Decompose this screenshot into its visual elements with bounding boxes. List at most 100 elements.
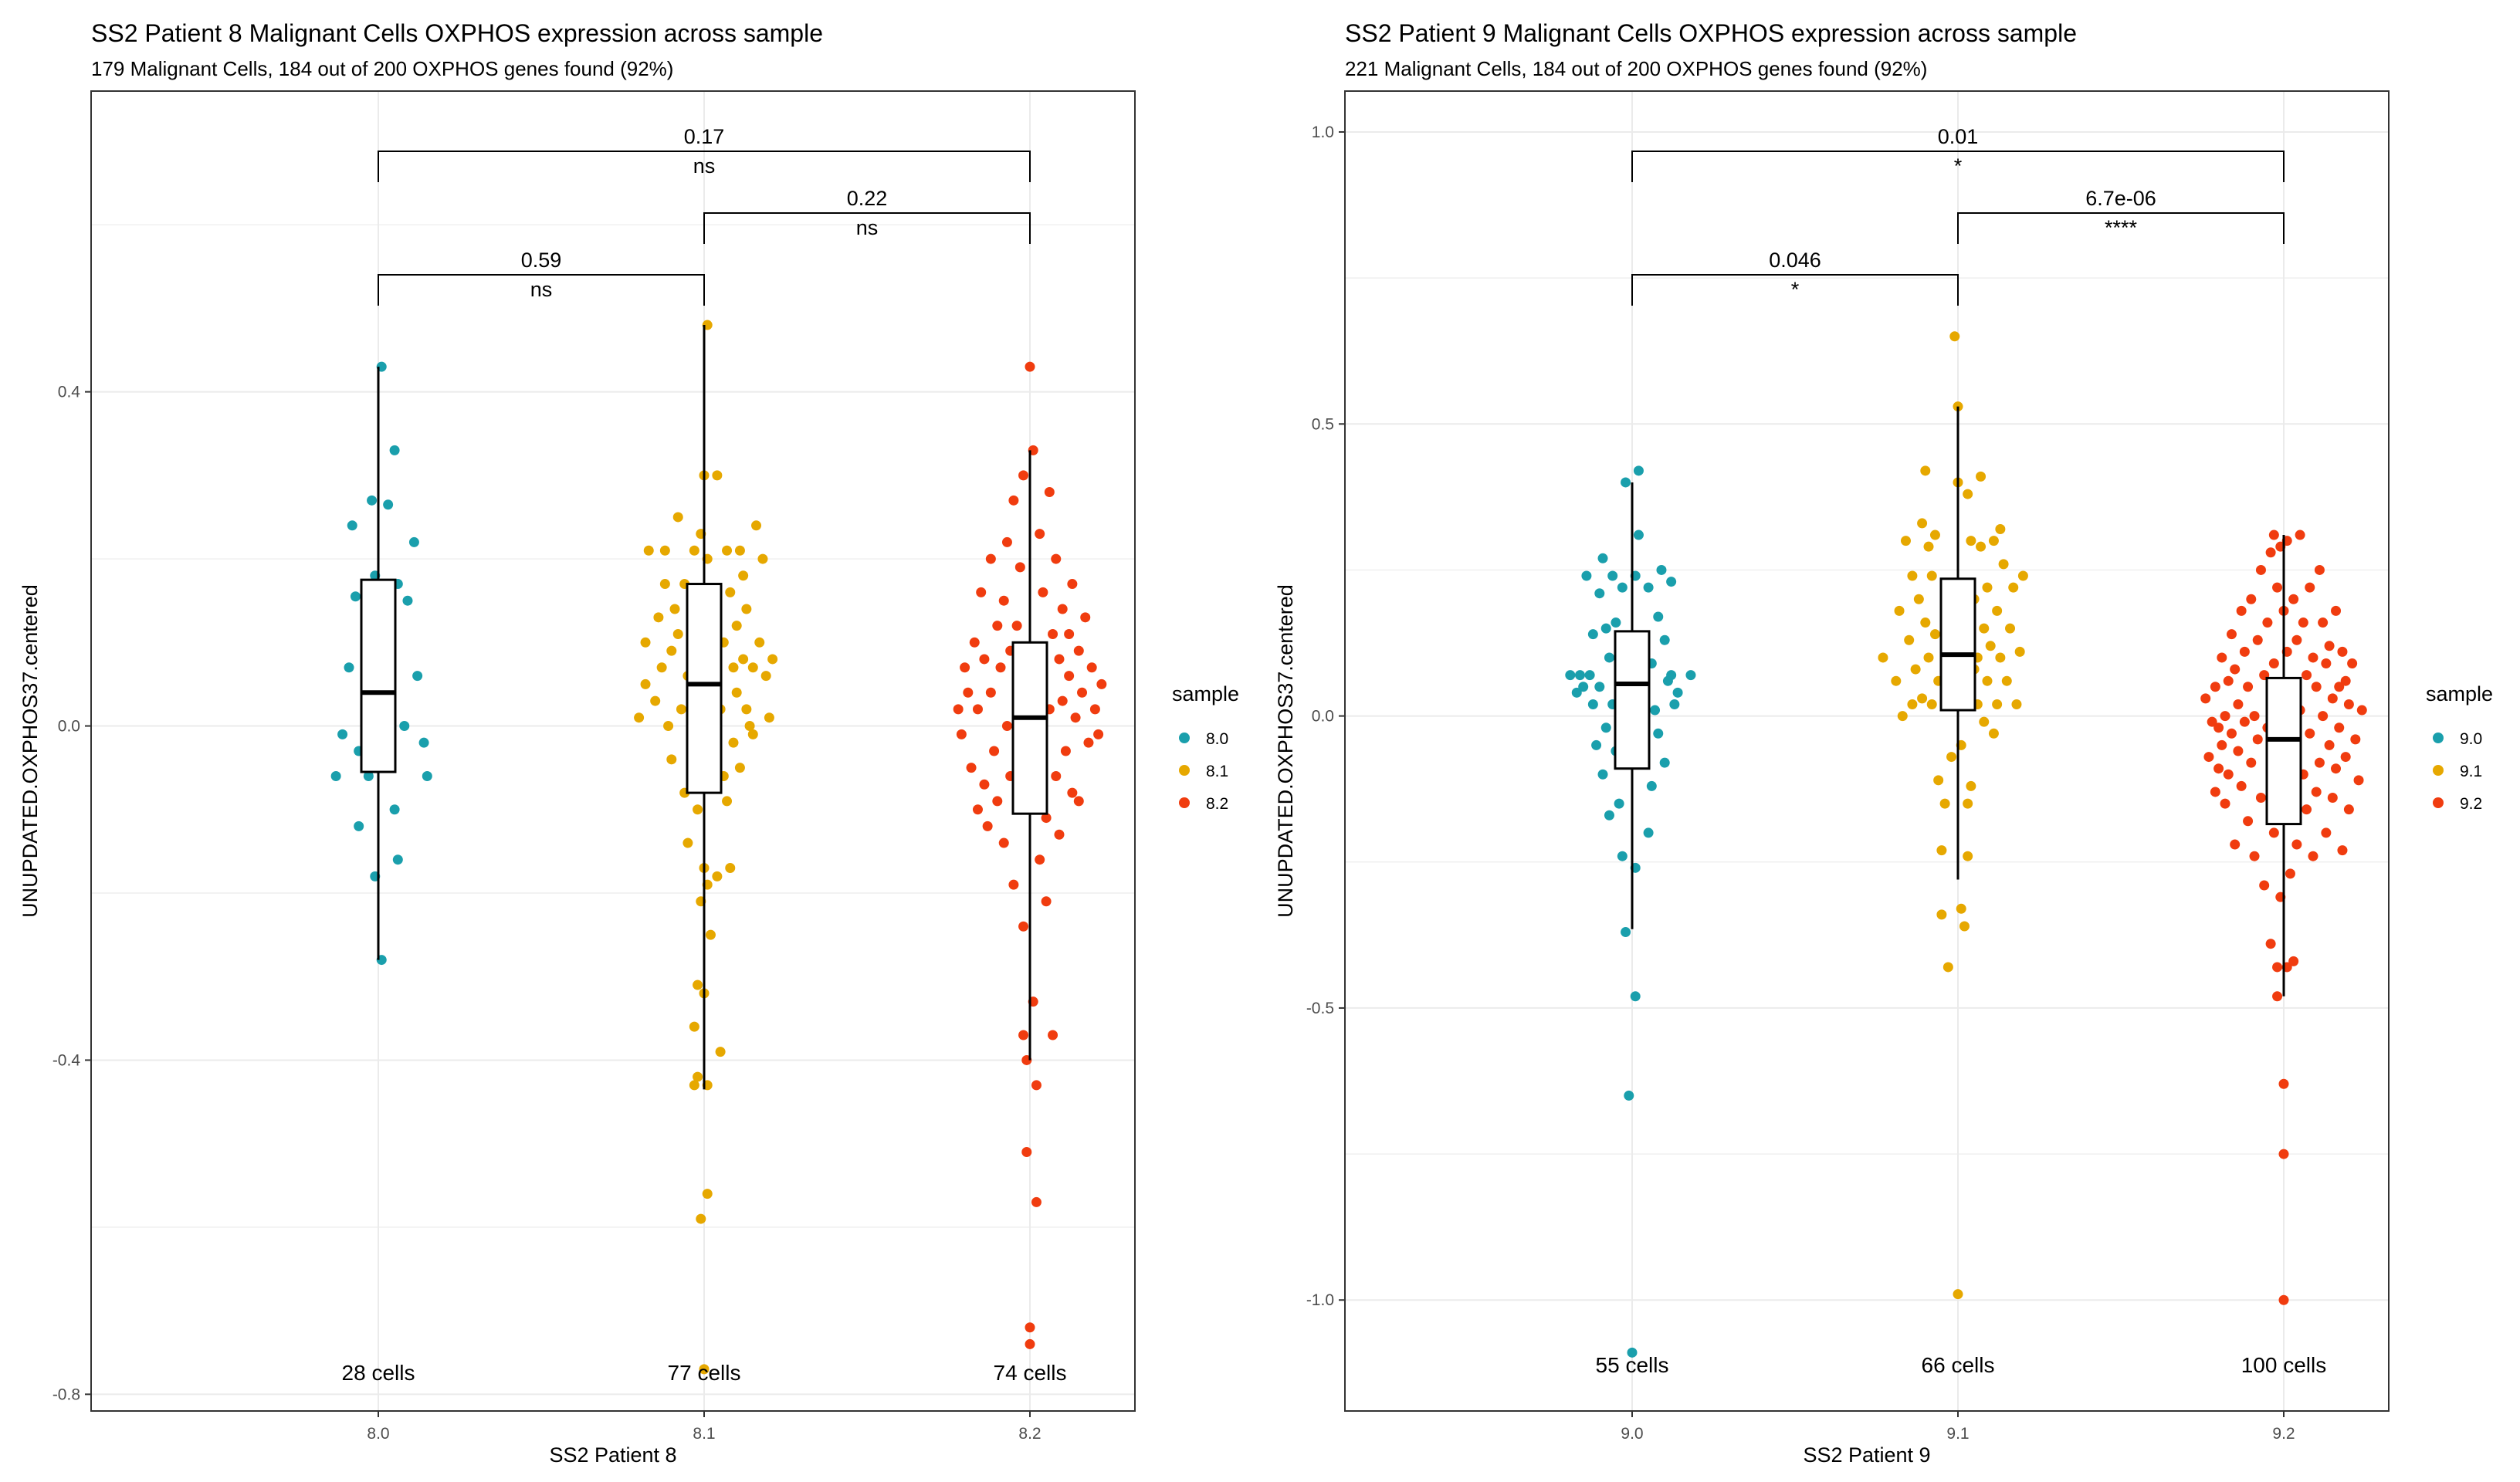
data-point-8.1 xyxy=(643,545,654,556)
data-point-9.0 xyxy=(1685,670,1696,681)
data-point-9.2 xyxy=(2343,699,2354,709)
data-point-8.2 xyxy=(966,763,977,773)
data-point-9.1 xyxy=(1982,582,1993,593)
data-point-8.1 xyxy=(689,1021,699,1032)
data-point-9.1 xyxy=(1917,518,1928,529)
data-point-8.1 xyxy=(738,654,749,665)
data-point-8.2 xyxy=(953,704,964,715)
data-point-9.1 xyxy=(1929,629,1940,640)
data-point-9.1 xyxy=(1979,623,1990,634)
data-point-8.1 xyxy=(689,1080,699,1091)
data-point-8.1 xyxy=(672,512,683,523)
data-point-8.1 xyxy=(767,654,778,665)
chart-title: SS2 Patient 9 Malignant Cells OXPHOS exp… xyxy=(1345,19,2077,47)
data-point-9.0 xyxy=(1604,810,1614,821)
data-point-8.1 xyxy=(754,637,765,648)
data-point-9.0 xyxy=(1666,577,1677,587)
data-point-9.1 xyxy=(1942,962,1953,973)
data-point-9.0 xyxy=(1578,682,1589,692)
data-point-9.0 xyxy=(1587,629,1598,640)
y-tick-label: 0.5 xyxy=(1312,415,1334,433)
data-point-9.2 xyxy=(2200,693,2211,704)
legend-key-9.2 xyxy=(2433,797,2444,808)
data-point-9.1 xyxy=(1907,570,1918,581)
data-point-9.0 xyxy=(1633,530,1644,540)
data-point-9.2 xyxy=(2236,780,2247,791)
data-point-9.1 xyxy=(1995,652,2006,663)
data-point-8.0 xyxy=(399,721,410,732)
legend-entry-label: 8.2 xyxy=(1206,795,1228,813)
data-point-8.1 xyxy=(725,863,736,874)
data-point-9.2 xyxy=(2350,734,2361,745)
data-point-8.2 xyxy=(1057,604,1068,614)
data-point-9.0 xyxy=(1597,769,1608,780)
data-point-8.2 xyxy=(1001,721,1012,732)
data-point-9.2 xyxy=(2223,769,2234,780)
data-point-9.0 xyxy=(1656,564,1667,575)
p-value-label: 0.01 xyxy=(1938,125,1979,148)
data-point-9.2 xyxy=(2347,658,2358,669)
data-point-9.0 xyxy=(1607,570,1618,581)
data-point-9.0 xyxy=(1643,582,1654,593)
data-point-8.0 xyxy=(347,520,357,531)
data-point-9.1 xyxy=(1976,471,1987,482)
data-point-9.1 xyxy=(1936,909,1947,920)
data-point-8.2 xyxy=(969,637,980,648)
data-point-9.2 xyxy=(2308,851,2318,861)
legend-title: sample xyxy=(2426,682,2493,705)
data-point-9.2 xyxy=(2213,763,2224,774)
data-point-9.2 xyxy=(2302,670,2312,681)
data-point-8.1 xyxy=(747,662,758,673)
data-point-9.1 xyxy=(1913,594,1924,604)
data-point-8.2 xyxy=(1035,854,1045,865)
data-point-8.1 xyxy=(659,545,670,556)
data-point-9.1 xyxy=(1891,675,1902,686)
data-point-8.2 xyxy=(1067,579,1078,590)
comparison-bracket xyxy=(378,151,1031,182)
data-point-9.0 xyxy=(1574,670,1585,681)
x-axis-title: SS2 Patient 8 xyxy=(549,1443,676,1467)
data-point-9.2 xyxy=(2298,618,2308,628)
data-point-9.0 xyxy=(1643,827,1654,838)
data-point-9.2 xyxy=(2302,804,2312,815)
data-point-8.2 xyxy=(976,587,987,597)
data-point-9.2 xyxy=(2327,693,2338,704)
data-point-8.2 xyxy=(1086,662,1097,673)
cell-count-label: 100 cells xyxy=(2241,1353,2327,1377)
data-point-9.0 xyxy=(1587,699,1598,709)
data-point-8.1 xyxy=(734,763,745,773)
data-point-9.2 xyxy=(2285,868,2295,879)
chart-panel-patient-9: SS2 Patient 9 Malignant Cells OXPHOS exp… xyxy=(1274,19,2493,1467)
legend-key-8.2 xyxy=(1179,797,1190,808)
data-point-8.0 xyxy=(392,854,403,865)
data-point-8.2 xyxy=(1041,896,1052,907)
plot-border xyxy=(1344,90,2390,1412)
data-point-9.2 xyxy=(2226,629,2237,640)
data-point-8.0 xyxy=(389,445,400,455)
data-point-9.0 xyxy=(1581,570,1592,581)
data-point-9.0 xyxy=(1650,705,1661,716)
data-point-9.2 xyxy=(2262,618,2273,628)
data-point-9.2 xyxy=(2203,752,2214,763)
data-point-9.1 xyxy=(1946,752,1957,763)
data-point-8.2 xyxy=(1025,361,1035,372)
data-point-9.0 xyxy=(1594,588,1605,599)
data-point-9.0 xyxy=(1614,798,1624,809)
data-point-9.2 xyxy=(2246,594,2257,604)
significance-label: ns xyxy=(530,278,553,301)
data-point-9.1 xyxy=(2011,699,2022,709)
data-point-8.2 xyxy=(963,687,974,698)
data-point-9.2 xyxy=(2311,787,2322,797)
y-tick-label: -0.5 xyxy=(1306,1000,1334,1017)
data-point-9.0 xyxy=(1584,670,1595,681)
data-point-9.0 xyxy=(1617,582,1628,593)
data-point-8.1 xyxy=(760,671,771,682)
data-point-8.2 xyxy=(985,687,996,698)
data-point-9.2 xyxy=(2278,1149,2289,1159)
data-point-9.2 xyxy=(2331,763,2342,774)
data-point-8.1 xyxy=(672,628,683,639)
data-point-8.2 xyxy=(1083,737,1094,748)
data-point-9.2 xyxy=(2288,956,2299,966)
data-point-9.2 xyxy=(2324,739,2335,750)
